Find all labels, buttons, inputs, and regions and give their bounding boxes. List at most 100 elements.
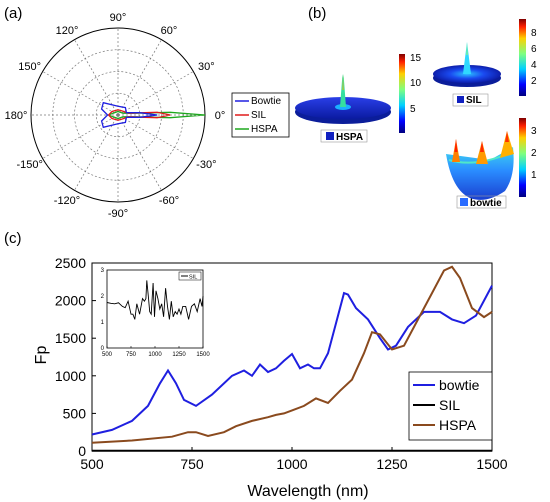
polar-grid-spoke bbox=[117, 114, 194, 159]
inset-series-line-sil bbox=[106, 280, 204, 320]
bowtie-label-box bbox=[456, 195, 507, 209]
main-legend-bowtie: bowtie bbox=[439, 377, 480, 393]
polar-grid-spoke bbox=[117, 39, 162, 116]
inset-y-tick-label: 1 bbox=[101, 320, 105, 326]
polar-angle-label: 30° bbox=[198, 61, 215, 73]
sil-colorbar-tick: 8 bbox=[531, 28, 537, 39]
x-tick-label: 1500 bbox=[476, 456, 507, 472]
inset-x-tick-label: 1250 bbox=[172, 352, 186, 358]
polar-angle-label: -150° bbox=[16, 159, 42, 171]
main-legend-hspa: HSPA bbox=[439, 417, 477, 433]
inset-legend-label: SIL bbox=[189, 275, 197, 281]
y-tick-label: 2500 bbox=[55, 255, 86, 271]
hspa-colorbar-tick: 10 bbox=[410, 78, 422, 89]
polar-angle-label: -30° bbox=[196, 159, 216, 171]
y-axis-label: Fp bbox=[33, 346, 50, 365]
polar-bowtie-lobe bbox=[100, 101, 158, 129]
polar-grid-spoke bbox=[74, 114, 119, 191]
main-legend: bowtie SIL HSPA bbox=[408, 371, 493, 441]
inset-x-tick-label: 500 bbox=[102, 352, 113, 358]
sil-peak bbox=[463, 42, 471, 74]
x-tick-label: 500 bbox=[80, 456, 104, 472]
polar-plot: 0° 30° 60° 90° 120° 150° 180° -150° -120° -90° -60… bbox=[5, 12, 226, 220]
bowtie-colorbar-tick: 3 bbox=[531, 126, 537, 137]
polar-legend-bowtie: Bowtie bbox=[251, 96, 281, 107]
polar-legend-hspa: HSPA bbox=[251, 124, 278, 135]
colorbar-sil: 8 6 4 2 bbox=[519, 19, 537, 96]
x-axis-label: Wavelength (nm) bbox=[247, 483, 368, 500]
y-tick-label: 500 bbox=[63, 405, 87, 421]
hspa-label-box bbox=[320, 129, 368, 143]
sil-colorbar-tick: 6 bbox=[531, 44, 537, 55]
polar-angle-label: 0° bbox=[215, 110, 226, 122]
colorbar-hspa: 15 10 5 bbox=[399, 53, 422, 133]
sil-peak-tip bbox=[466, 42, 468, 55]
sil-colorbar bbox=[519, 19, 526, 96]
bowtie-peak-middle bbox=[476, 141, 488, 164]
y-tick-label: 2000 bbox=[55, 293, 86, 309]
sil-label: SIL bbox=[466, 95, 482, 106]
inset-x-tick-label: 1500 bbox=[196, 352, 210, 358]
sil-colorbar-tick: 4 bbox=[531, 60, 537, 71]
hspa-colorbar-tick: 15 bbox=[410, 53, 422, 64]
bowtie-colorbar bbox=[519, 118, 526, 197]
polar-grid-spoke bbox=[42, 114, 119, 159]
polar-grid-spoke bbox=[42, 71, 119, 116]
inset-y-tick-label: 0 bbox=[101, 346, 105, 352]
inset-y-tick-label: 2 bbox=[101, 294, 105, 300]
inset-y-tick-label: 3 bbox=[101, 268, 105, 274]
bowtie-peak-left-tip bbox=[454, 139, 458, 152]
y-tick-label: 0 bbox=[78, 443, 86, 459]
polar-angle-label: 60° bbox=[161, 25, 178, 37]
inset-x-tick-label: 750 bbox=[126, 352, 137, 358]
bowtie-colorbar-tick: 1 bbox=[531, 170, 537, 181]
colorbar-bowtie: 3 2 1 bbox=[519, 118, 537, 197]
surface-sil: SIL bbox=[433, 42, 501, 107]
y-tick-label: 1000 bbox=[55, 368, 86, 384]
x-tick-label: 1000 bbox=[276, 456, 307, 472]
hspa-colorbar-tick: 5 bbox=[410, 104, 416, 115]
bowtie-peak-right bbox=[500, 131, 514, 158]
hspa-peak-tip bbox=[342, 74, 344, 90]
hspa-peak bbox=[340, 74, 346, 107]
panel-label-a: (a) bbox=[4, 5, 22, 22]
x-tick-label: 1250 bbox=[376, 456, 407, 472]
bowtie-label: bowtie bbox=[470, 198, 502, 209]
polar-angle-label: 150° bbox=[18, 61, 41, 73]
polar-angle-label: 180° bbox=[5, 110, 28, 122]
inset-x-tick-label: 1000 bbox=[148, 352, 162, 358]
panel-label-c: (c) bbox=[4, 230, 22, 247]
hspa-label: HSPA bbox=[336, 132, 363, 143]
inset-chart: 500 750 1000 1250 1500 0 1 2 3 SIL bbox=[101, 268, 211, 358]
polar-angle-label: 90° bbox=[110, 12, 127, 24]
polar-grid-ring bbox=[74, 71, 162, 159]
bowtie-bowl bbox=[446, 147, 514, 200]
sil-label-swatch bbox=[457, 96, 464, 103]
polar-legend-sil: SIL bbox=[251, 110, 266, 121]
polar-angle-label: 120° bbox=[56, 25, 79, 37]
surface-bowtie: bowtie bbox=[446, 131, 514, 209]
hspa-label-swatch bbox=[326, 132, 334, 140]
polar-angle-label: -60° bbox=[159, 195, 179, 207]
polar-grid-spoke bbox=[117, 114, 162, 191]
sil-colorbar-tick: 2 bbox=[531, 76, 537, 87]
x-tick-label: 750 bbox=[180, 456, 204, 472]
bowtie-peak-right-tip bbox=[505, 131, 509, 142]
hspa-colorbar bbox=[399, 54, 405, 133]
polar-angle-label: -120° bbox=[54, 195, 80, 207]
sil-label-box bbox=[452, 93, 489, 107]
polar-grid-spoke bbox=[117, 71, 194, 116]
inset-legend-box bbox=[178, 271, 202, 281]
panel-label-b: (b) bbox=[308, 5, 326, 22]
bowtie-colorbar-tick: 2 bbox=[531, 148, 537, 159]
bowtie-label-swatch bbox=[460, 198, 468, 206]
y-tick-label: 1500 bbox=[55, 330, 86, 346]
polar-grid-spoke bbox=[74, 39, 119, 116]
series-line-hspa bbox=[91, 265, 493, 444]
main-legend-sil: SIL bbox=[439, 397, 460, 413]
surface-hspa: HSPA bbox=[295, 74, 391, 143]
polar-legend: Bowtie SIL HSPA bbox=[231, 92, 290, 138]
bowtie-peak-middle-tip bbox=[480, 141, 484, 152]
polar-angle-label: -90° bbox=[108, 208, 128, 220]
